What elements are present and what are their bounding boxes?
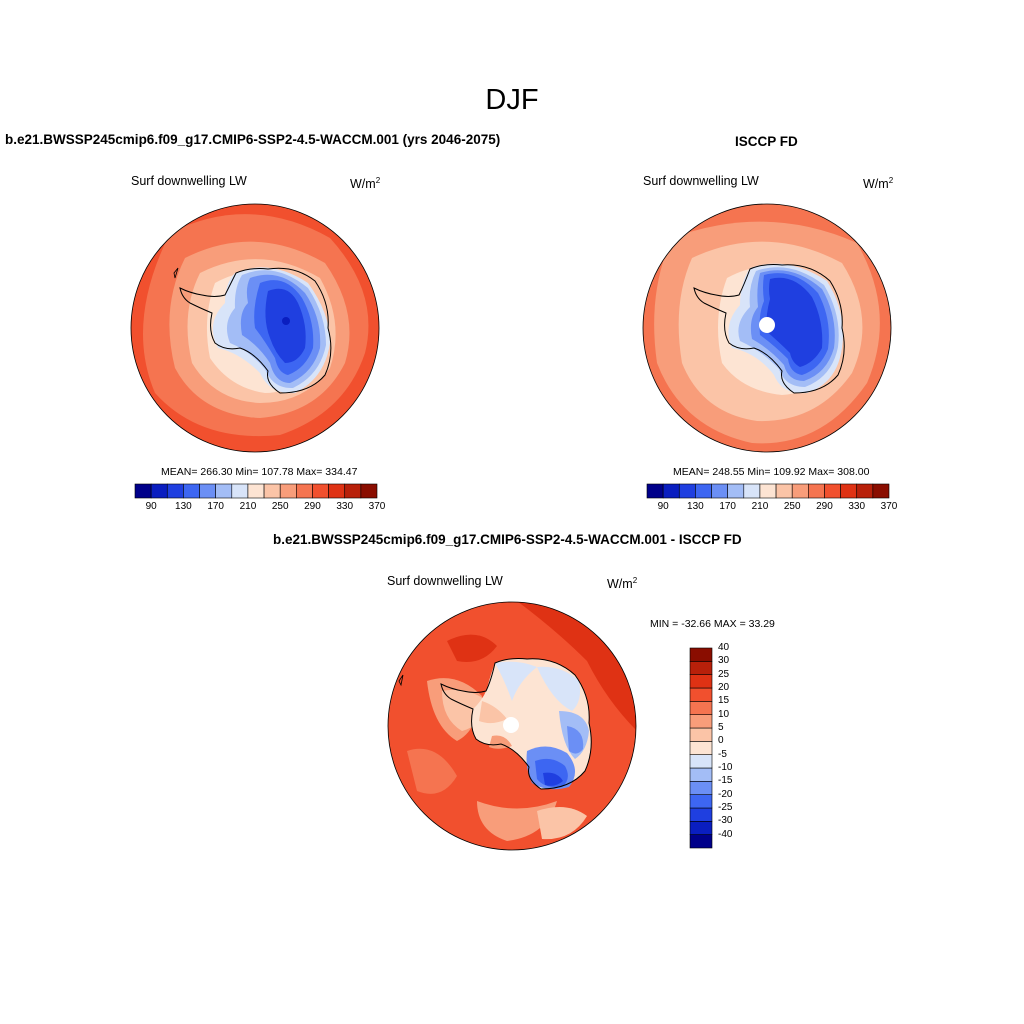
colorbar-tick-label: 250 bbox=[271, 501, 289, 512]
page-title: DJF bbox=[485, 84, 539, 116]
colorbar-swatch bbox=[689, 661, 713, 675]
colorbar-swatch bbox=[199, 483, 216, 499]
colorbar-swatch bbox=[183, 483, 200, 499]
colorbar-swatch bbox=[689, 647, 713, 662]
colorbar-tick-label: 330 bbox=[848, 501, 866, 512]
colorbar-tick-label: 370 bbox=[368, 501, 386, 512]
panel-model-colorbar-ticks: 90 130 170 210 250 290 330 370 bbox=[135, 501, 386, 515]
colorbar-swatch bbox=[215, 483, 233, 499]
panel-model-stats: MEAN= 266.30 Min= 107.78 Max= 334.47 bbox=[161, 466, 358, 478]
colorbar-swatch bbox=[689, 741, 713, 755]
colorbar-swatch bbox=[247, 483, 265, 499]
panel-diff-units: W/m2 bbox=[607, 576, 638, 592]
colorbar-tick-label: 210 bbox=[239, 501, 257, 512]
colorbar-swatch bbox=[646, 483, 664, 499]
colorbar-tick-label: -25 bbox=[718, 802, 733, 813]
colorbar-swatch bbox=[689, 821, 713, 835]
colorbar-swatch bbox=[231, 483, 249, 499]
panel-obs-variable-label: Surf downwelling LW bbox=[643, 174, 759, 188]
panel-obs-title: ISCCP FD bbox=[735, 134, 798, 149]
colorbar-swatch bbox=[344, 483, 362, 499]
colorbar-swatch bbox=[856, 483, 874, 499]
colorbar-tick-label: 210 bbox=[751, 501, 769, 512]
colorbar-swatch bbox=[689, 834, 713, 849]
colorbar-tick-label: 250 bbox=[783, 501, 801, 512]
colorbar-tick-label: 290 bbox=[816, 501, 833, 512]
panel-diff-stats: MIN = -32.66 MAX = 33.29 bbox=[650, 618, 775, 630]
colorbar-tick-label: 370 bbox=[880, 501, 898, 512]
colorbar-tick-label: -30 bbox=[718, 815, 733, 827]
colorbar-swatch bbox=[360, 483, 378, 499]
panel-obs-polar-map bbox=[642, 203, 892, 453]
colorbar-swatch bbox=[689, 674, 713, 689]
colorbar-swatch bbox=[150, 483, 168, 499]
colorbar-swatch bbox=[775, 483, 793, 499]
colorbar-swatch bbox=[689, 794, 713, 809]
colorbar-swatch bbox=[689, 701, 713, 715]
panel-model-colorbar bbox=[134, 483, 378, 499]
colorbar-swatch bbox=[759, 483, 777, 499]
colorbar-swatch bbox=[872, 483, 890, 499]
panel-diff-colorbar-ticks: -40 -30 -25 -20 -15 -10 -5 0 5 10 15 20 25 30 40 bbox=[718, 642, 758, 848]
colorbar-swatch bbox=[689, 727, 713, 742]
colorbar-swatch bbox=[689, 781, 713, 795]
colorbar-swatch bbox=[312, 483, 329, 499]
panel-diff-polar-map bbox=[387, 601, 637, 851]
colorbar-tick-label: 15 bbox=[718, 695, 730, 707]
colorbar-swatch bbox=[296, 483, 313, 499]
colorbar-tick-label: 20 bbox=[718, 682, 730, 693]
colorbar-swatch bbox=[689, 687, 713, 702]
colorbar-swatch bbox=[791, 483, 809, 499]
colorbar-tick-label: 40 bbox=[718, 642, 730, 653]
colorbar-tick-label: 30 bbox=[718, 655, 730, 667]
panel-model-units: W/m2 bbox=[350, 176, 381, 192]
colorbar-swatch bbox=[727, 483, 745, 499]
colorbar-swatch bbox=[166, 483, 184, 499]
colorbar-tick-label: 170 bbox=[207, 501, 224, 512]
colorbar-tick-label: 5 bbox=[718, 722, 724, 733]
colorbar-tick-label: -5 bbox=[718, 748, 727, 760]
panel-diff-title: b.e21.BWSSP245cmip6.f09_g17.CMIP6-SSP2-4… bbox=[273, 532, 742, 547]
panel-model-variable-label: Surf downwelling LW bbox=[131, 174, 247, 188]
colorbar-swatch bbox=[689, 714, 713, 729]
colorbar-swatch bbox=[689, 754, 713, 769]
colorbar-swatch bbox=[134, 483, 152, 499]
colorbar-swatch bbox=[328, 483, 346, 499]
colorbar-swatch bbox=[678, 483, 696, 499]
colorbar-tick-label: 130 bbox=[687, 501, 704, 512]
colorbar-tick-label: 0 bbox=[718, 735, 724, 747]
colorbar-swatch bbox=[662, 483, 680, 499]
colorbar-swatch bbox=[263, 483, 281, 499]
panel-obs-units: W/m2 bbox=[863, 176, 894, 192]
colorbar-tick-label: 170 bbox=[719, 501, 736, 512]
colorbar-tick-label: 10 bbox=[718, 708, 730, 720]
colorbar-tick-label: 290 bbox=[304, 501, 321, 512]
colorbar-tick-label: -10 bbox=[718, 762, 733, 773]
panel-model-title: b.e21.BWSSP245cmip6.f09_g17.CMIP6-SSP2-4… bbox=[5, 132, 501, 147]
colorbar-swatch bbox=[689, 807, 713, 822]
colorbar-tick-label: 130 bbox=[175, 501, 192, 512]
colorbar-swatch bbox=[808, 483, 825, 499]
colorbar-tick-label: 330 bbox=[336, 501, 354, 512]
panel-diff-variable-label: Surf downwelling LW bbox=[387, 574, 503, 588]
panel-obs-colorbar-ticks: 90 130 170 210 250 290 330 370 bbox=[647, 501, 898, 515]
colorbar-swatch bbox=[279, 483, 297, 499]
colorbar-tick-label: 90 bbox=[145, 501, 157, 512]
colorbar-tick-label: -20 bbox=[718, 788, 733, 800]
colorbar-tick-label: 25 bbox=[718, 668, 730, 680]
panel-model-polar-map bbox=[130, 203, 380, 453]
colorbar-swatch bbox=[689, 767, 713, 782]
colorbar-tick-label: -40 bbox=[718, 828, 733, 840]
colorbar-tick-label: 90 bbox=[657, 501, 669, 512]
colorbar-swatch bbox=[743, 483, 761, 499]
colorbar-swatch bbox=[840, 483, 858, 499]
colorbar-tick-label: -15 bbox=[718, 775, 733, 787]
colorbar-swatch bbox=[824, 483, 841, 499]
colorbar-swatch bbox=[695, 483, 712, 499]
panel-obs-stats: MEAN= 248.55 Min= 109.92 Max= 308.00 bbox=[673, 466, 870, 478]
colorbar-swatch bbox=[711, 483, 728, 499]
panel-obs-colorbar bbox=[646, 483, 890, 499]
panel-diff-colorbar bbox=[689, 647, 713, 849]
